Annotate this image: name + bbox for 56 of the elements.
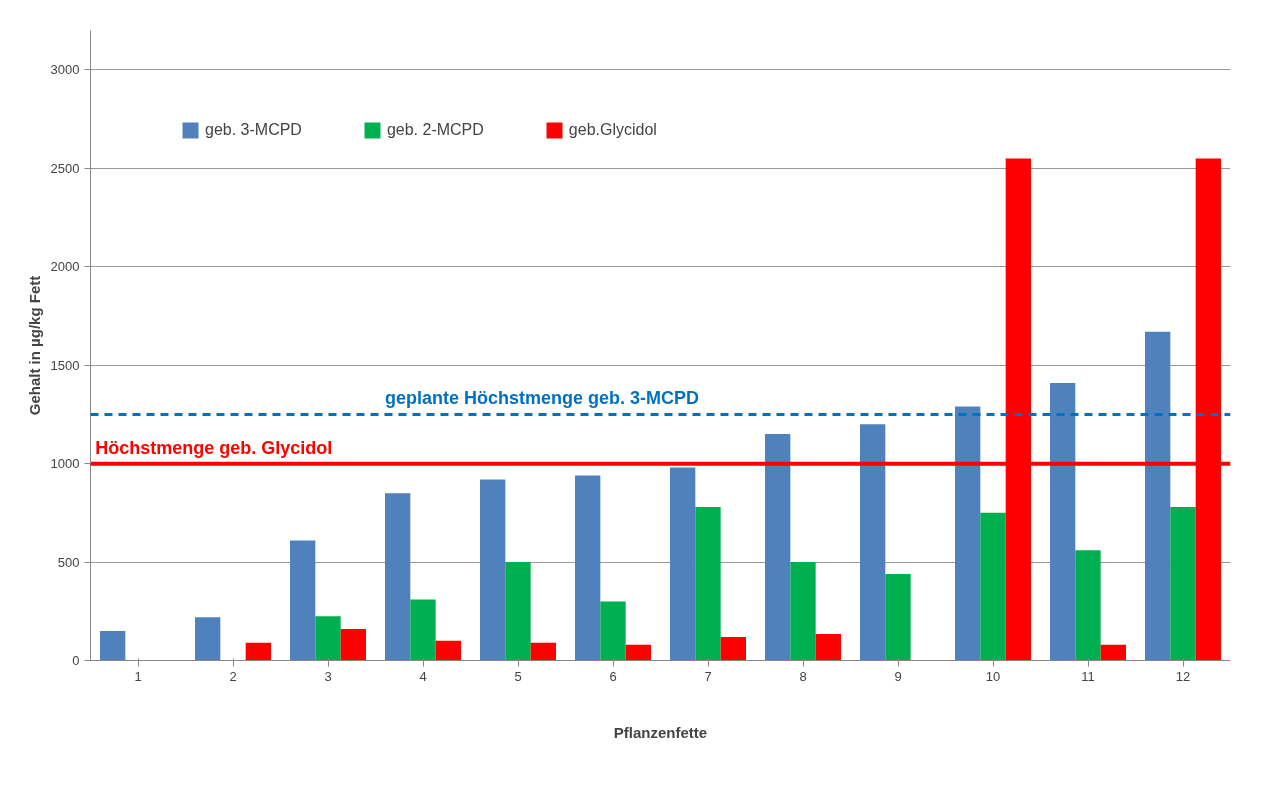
- bar: [625, 644, 651, 661]
- legend-label: geb.Glycidol: [568, 121, 657, 139]
- bar: [600, 601, 626, 661]
- bar: [885, 573, 911, 661]
- x-tick-label: 10: [985, 668, 1001, 684]
- bar: [315, 616, 341, 661]
- bar: [575, 475, 601, 661]
- x-tick-label: 12: [1175, 668, 1191, 684]
- bar: [385, 493, 411, 661]
- bar: [790, 562, 816, 661]
- bar: [245, 642, 271, 661]
- x-tick-label: 9: [894, 668, 902, 684]
- x-tick-label: 2: [229, 668, 237, 684]
- bar: [290, 540, 316, 661]
- bar: [955, 406, 981, 661]
- y-tick-label: 2000: [50, 259, 80, 275]
- x-tick-label: 8: [799, 668, 807, 684]
- bar: [195, 617, 221, 661]
- bar: [340, 629, 366, 661]
- bar: [695, 506, 721, 661]
- bar: [480, 479, 506, 661]
- y-axis-title: Gehalt in µg/kg Fett: [25, 275, 43, 416]
- bar: [980, 512, 1006, 661]
- bar: [1145, 331, 1171, 661]
- x-tick-label: 5: [514, 668, 522, 684]
- bar: [410, 599, 436, 661]
- y-tick-label: 3000: [50, 62, 80, 78]
- bar: [720, 636, 746, 661]
- bar: [815, 633, 841, 661]
- y-tick-label: 500: [57, 554, 80, 570]
- y-tick-label: 1500: [50, 357, 80, 373]
- ref-line-label: Höchstmenge geb. Glycidol: [95, 437, 333, 458]
- x-tick-label: 4: [419, 668, 427, 684]
- bar: [1170, 506, 1196, 661]
- bar: [1075, 550, 1101, 661]
- bar: [530, 642, 556, 661]
- bar: [505, 562, 531, 661]
- x-tick-label: 11: [1081, 668, 1095, 684]
- bar: [1100, 644, 1126, 661]
- bar: [765, 434, 791, 661]
- bar: [1050, 382, 1076, 661]
- x-axis-title: Pflanzenfette: [613, 723, 708, 741]
- x-tick-label: 1: [134, 668, 142, 684]
- x-tick-label: 3: [324, 668, 332, 684]
- legend-label: geb. 2-MCPD: [386, 121, 484, 139]
- ref-line-label: geplante Höchstmenge geb. 3-MCPD: [385, 388, 700, 409]
- y-tick-label: 0: [72, 653, 80, 668]
- bar: [670, 467, 696, 661]
- y-tick-label: 2500: [50, 160, 80, 176]
- legend-label: geb. 3-MCPD: [205, 121, 302, 139]
- x-tick-label: 6: [609, 668, 617, 684]
- bar: [435, 640, 461, 661]
- bar: [100, 630, 126, 661]
- y-tick-label: 1000: [50, 456, 80, 472]
- x-tick-label: 7: [704, 668, 712, 684]
- bar: [860, 424, 886, 661]
